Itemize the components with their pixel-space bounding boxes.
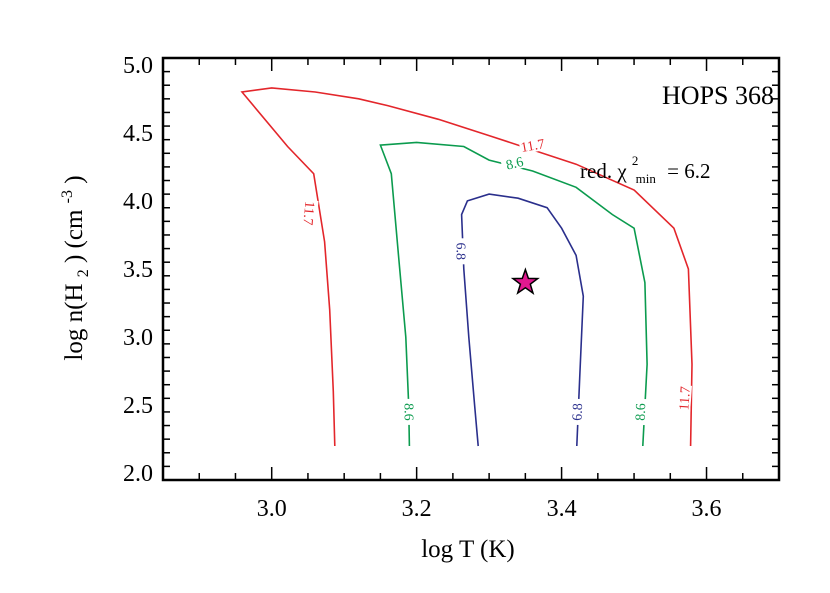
contour-6-8: 6.8 6.8 bbox=[453, 193, 586, 447]
contour-label-bg bbox=[631, 398, 648, 426]
contour-line bbox=[460, 193, 585, 447]
contour-label-bg bbox=[454, 238, 470, 265]
contour-label-bg bbox=[499, 151, 529, 173]
y-tick-label: 5.0 bbox=[123, 53, 153, 79]
contour-label-text: 11.7 bbox=[520, 137, 546, 156]
contour-label-bg bbox=[568, 398, 585, 426]
best-fit-star-marker bbox=[510, 267, 540, 295]
contour-label-text: 6.8 bbox=[570, 403, 586, 421]
x-axis-title: log T (K) bbox=[421, 536, 515, 563]
contour-label-text: 11.7 bbox=[677, 386, 694, 411]
contour-label-text: 6.8 bbox=[453, 243, 468, 260]
y-tick-label: 3.5 bbox=[123, 257, 153, 283]
chi-subscript: min bbox=[636, 171, 657, 186]
y-tick-label: 3.0 bbox=[123, 325, 153, 351]
chi-value: = 6.2 bbox=[667, 159, 710, 183]
contour-line bbox=[379, 141, 648, 447]
y-tick-label: 4.5 bbox=[123, 121, 153, 147]
contour-label-text: 11.7 bbox=[299, 200, 316, 225]
contour-layer: 11.711.711.78.68.68.66.86.8 bbox=[240, 87, 694, 447]
contour-label: 8.6 bbox=[631, 398, 650, 426]
contour-label-bg bbox=[675, 384, 692, 412]
x-tick-label: 3.2 bbox=[402, 496, 432, 522]
contour-label-text: 8.6 bbox=[400, 403, 415, 421]
chi-square-annotation: red. χ 2 min = 6.2 bbox=[580, 146, 710, 188]
contour-8-6: 8.6 8.6 8.6 bbox=[379, 141, 650, 447]
y-tick-label: 4.0 bbox=[123, 189, 153, 215]
contour-11-7: 11.7 11.7 11.7 bbox=[240, 87, 694, 447]
y-title-mid: ) (cm bbox=[61, 209, 88, 263]
y-title-prefix: log n(H bbox=[61, 284, 88, 361]
contour-label: 8.6 bbox=[499, 151, 529, 174]
y-tick-label: 2.0 bbox=[123, 461, 153, 487]
contour-label: 11.7 bbox=[299, 199, 319, 227]
chi-superscript: 2 bbox=[632, 153, 639, 168]
x-tick-label: 3.4 bbox=[547, 496, 577, 522]
contour-label: 8.6 bbox=[400, 398, 418, 425]
contour-label: 11.7 bbox=[675, 384, 694, 412]
contour-label-bg bbox=[402, 398, 418, 425]
plot-frame bbox=[161, 56, 781, 482]
contour-label: 6.8 bbox=[568, 398, 586, 426]
x-tick-label: 3.0 bbox=[257, 496, 287, 522]
x-tick-label: 3.6 bbox=[692, 496, 722, 522]
tick-marks bbox=[162, 57, 780, 481]
contour-label: 6.8 bbox=[453, 238, 470, 265]
contour-label-bg bbox=[518, 134, 547, 155]
y-axis-title: log n(H 2 ) (cm -3 ) bbox=[51, 175, 94, 360]
contour-line bbox=[240, 87, 693, 447]
y-title-suffix: ) bbox=[61, 175, 88, 183]
chi-label: red. χ bbox=[580, 159, 627, 183]
contour-label-text: 8.6 bbox=[634, 403, 650, 421]
y-tick-label: 2.5 bbox=[123, 393, 153, 419]
contour-label: 11.7 bbox=[518, 134, 547, 156]
tick-labels: 3.0 3.2 3.4 3.6 2.0 2.5 3.0 3.5 4.0 4.5 5.0 bbox=[123, 53, 722, 522]
y-title-superscript: -3 bbox=[59, 190, 76, 203]
contour-label-text: 8.6 bbox=[505, 155, 526, 174]
object-name: HOPS 368 bbox=[662, 81, 774, 110]
y-title-subscript: 2 bbox=[75, 269, 92, 277]
contour-label-bg bbox=[301, 199, 319, 227]
